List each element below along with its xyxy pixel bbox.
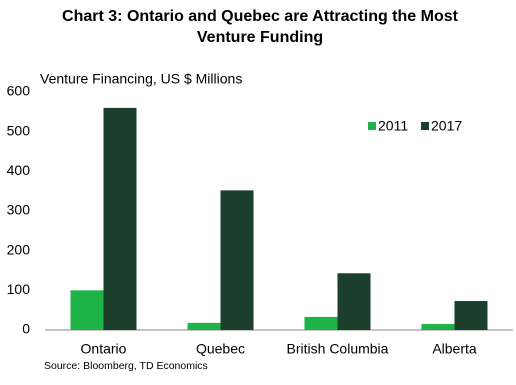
y-tick-label: 600: [7, 83, 31, 99]
y-tick-label: 400: [7, 162, 31, 178]
chart-title: Chart 3: Ontario and Quebec are Attracti…: [62, 8, 458, 46]
source-note: Source: Bloomberg, TD Economics: [44, 360, 208, 372]
bar: [304, 316, 338, 330]
y-tick-label: 300: [7, 202, 31, 218]
x-tick-label: Alberta: [432, 341, 477, 357]
legend-swatch: [368, 122, 376, 130]
bar: [220, 190, 254, 330]
bar: [337, 273, 371, 330]
bar: [454, 301, 488, 330]
y-tick-label: 500: [7, 122, 31, 138]
x-tick-label: British Columbia: [287, 341, 389, 357]
x-tick-label: Ontario: [81, 341, 127, 357]
y-tick-label: 100: [7, 281, 31, 297]
legend-label: 2017: [431, 118, 462, 134]
bar: [421, 324, 455, 330]
bar: [70, 290, 104, 330]
legend-swatch: [421, 122, 429, 130]
legend-label: 2011: [378, 118, 408, 134]
y-tick-label: 200: [7, 241, 31, 257]
y-tick-label: 0: [22, 321, 30, 337]
y-axis-label: Venture Financing, US $ Millions: [40, 71, 242, 87]
x-tick-label: Quebec: [196, 341, 245, 357]
bar: [187, 322, 221, 330]
bar: [103, 107, 137, 330]
